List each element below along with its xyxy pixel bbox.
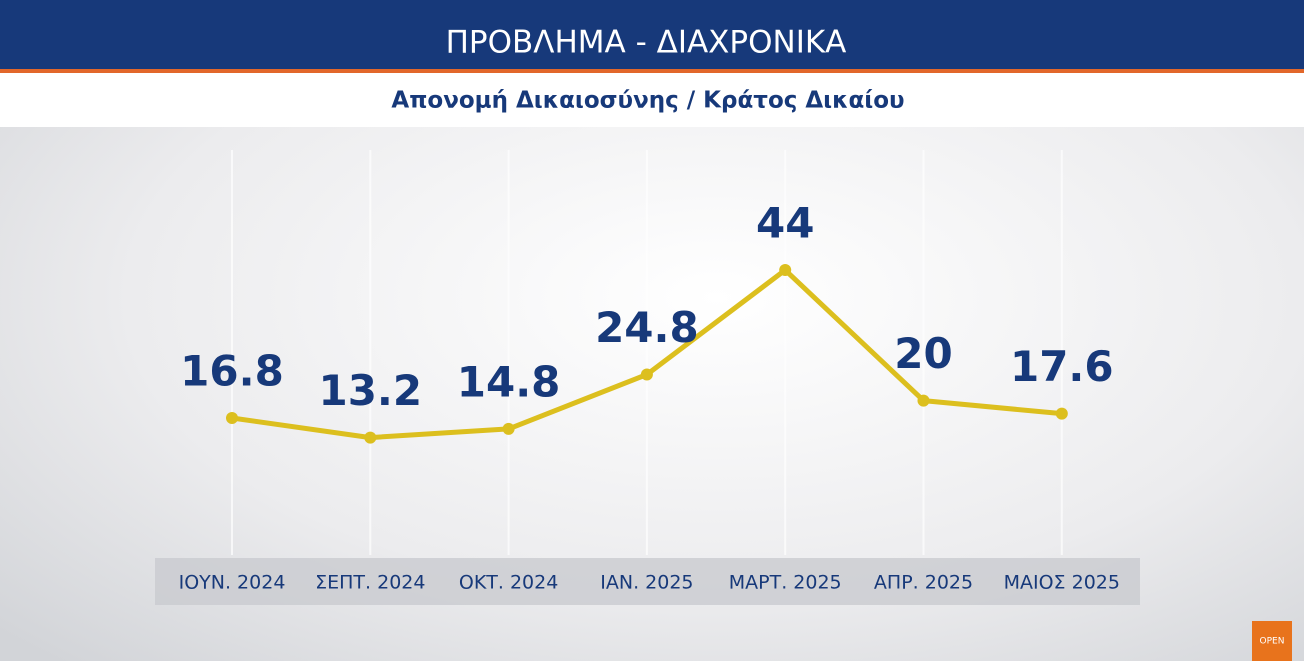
x-tick-label: ΜΑΡΤ. 2025 — [729, 572, 842, 594]
data-label: 24.8 — [595, 303, 699, 352]
logo-box — [1252, 621, 1292, 661]
x-tick-label: ΜΑΙΟΣ 2025 — [1004, 572, 1120, 594]
category-band — [155, 558, 1140, 605]
point — [917, 394, 930, 407]
x-tick-label: ΙΟΥΝ. 2024 — [179, 572, 286, 594]
point — [779, 264, 792, 277]
point — [640, 368, 653, 381]
data-label: 17.6 — [1010, 342, 1114, 391]
header-bar — [0, 0, 1304, 69]
chart-title: ΠΡΟΒΛΗΜΑ - ΔΙΑΧΡΟΝΙΚΑ — [446, 25, 847, 61]
x-tick-label: ΙΑΝ. 2025 — [600, 572, 693, 594]
data-label: 20 — [894, 329, 952, 378]
data-label: 14.8 — [457, 357, 561, 406]
chart-subtitle: Απονομή Δικαιοσύνης / Κράτος Δικαίου — [391, 88, 904, 114]
x-tick-label: ΟΚΤ. 2024 — [459, 572, 558, 594]
point — [502, 422, 515, 435]
point — [1055, 407, 1068, 420]
data-label: 44 — [756, 199, 814, 248]
data-label: 16.8 — [180, 347, 284, 396]
subtitle-bar — [0, 73, 1304, 127]
point — [226, 412, 238, 425]
x-tick-label: ΑΠΡ. 2025 — [874, 572, 973, 594]
x-tick-label: ΣΕΠΤ. 2024 — [315, 572, 425, 594]
logo: OPEN — [1260, 637, 1285, 647]
header-accent — [0, 69, 1304, 73]
point — [364, 431, 377, 444]
data-label: 13.2 — [318, 366, 422, 415]
